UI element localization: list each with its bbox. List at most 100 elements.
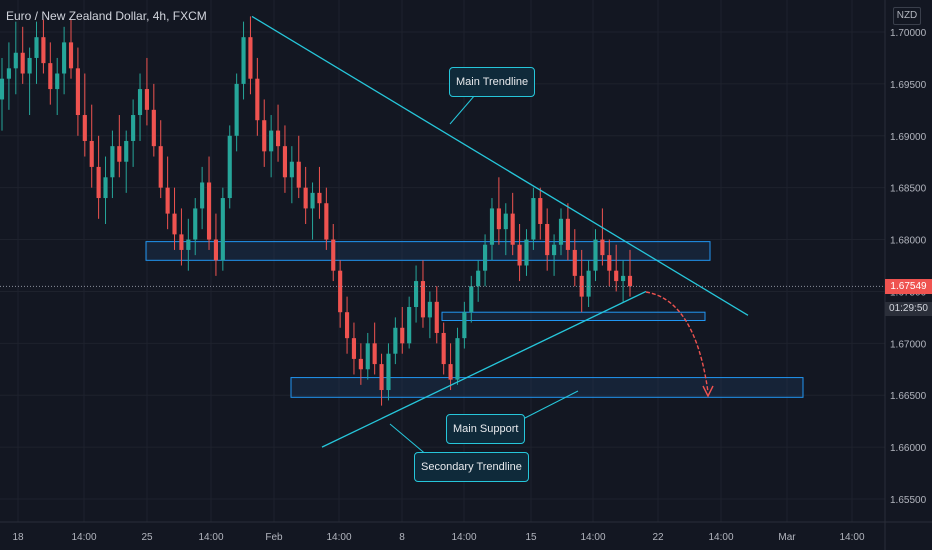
candle-body <box>483 244 488 271</box>
candle-body <box>82 115 87 141</box>
candle-body <box>68 42 74 69</box>
candle-body <box>607 255 612 271</box>
candle-body <box>241 37 246 84</box>
candle-body <box>200 182 205 209</box>
candle-body <box>496 208 501 230</box>
x-tick-label: 14:00 <box>326 532 351 543</box>
candle-body <box>89 140 94 167</box>
candle-body <box>441 332 446 365</box>
candle-body <box>48 63 53 90</box>
candle-body <box>144 89 149 110</box>
x-tick-label: Mar <box>778 532 796 543</box>
y-tick-label: 1.68000 <box>890 236 927 247</box>
x-tick-label: 18 <box>12 532 24 543</box>
candle-body <box>103 177 108 199</box>
candle-body <box>6 68 11 79</box>
candle-body <box>579 275 584 297</box>
candle-body <box>310 192 315 209</box>
candle-body <box>34 37 39 58</box>
candle-body <box>62 42 67 74</box>
y-tick-label: 1.69000 <box>890 132 927 143</box>
main-trendline <box>251 15 749 316</box>
candle-body <box>413 281 419 308</box>
candle-body <box>255 78 260 121</box>
x-tick-label: 14:00 <box>580 532 605 543</box>
chart-legend-title: Euro / New Zealand Dollar, 4h, FXCM <box>6 9 207 23</box>
candle-body <box>400 327 405 344</box>
candle-body <box>510 213 515 245</box>
candle-body <box>151 109 156 147</box>
candle-body <box>282 146 288 178</box>
countdown-tag: 01:29:50 <box>885 302 932 316</box>
callout-pointer-main-support <box>520 390 579 421</box>
candle-body <box>131 115 136 141</box>
candle-body <box>324 203 329 240</box>
candle-body <box>379 364 384 391</box>
candle-body <box>365 343 370 370</box>
candle-body <box>545 223 550 256</box>
candle-body <box>110 146 115 178</box>
candle-body <box>476 270 481 287</box>
candle-body <box>289 161 294 178</box>
y-tick-label: 1.69500 <box>890 80 927 91</box>
candle-body <box>469 286 474 313</box>
y-tick-label: 1.67000 <box>890 339 927 350</box>
candle-body <box>538 198 543 224</box>
candle-body <box>234 83 239 136</box>
candle-body <box>248 37 253 79</box>
candle-body <box>220 198 225 261</box>
candle-body <box>614 270 619 282</box>
candle-body <box>55 73 60 90</box>
candle-body <box>351 338 357 359</box>
candle-body <box>407 307 412 344</box>
current-price-tag: 1.67549 <box>885 279 932 294</box>
candle-body <box>386 353 391 391</box>
candle-body <box>27 57 32 74</box>
currency-badge[interactable]: NZD <box>893 7 921 25</box>
projection-arrowhead <box>702 385 714 398</box>
candle-body <box>489 208 495 245</box>
x-tick-label: 22 <box>652 532 664 543</box>
callout-pointer-main-trendline <box>449 94 476 125</box>
y-tick-label: 1.68500 <box>890 184 927 195</box>
candle-body <box>586 270 591 297</box>
candle-body <box>117 146 122 162</box>
candle-body <box>186 239 191 250</box>
callout-main-trendline: Main Trendline <box>449 67 536 97</box>
candle-body <box>193 208 198 240</box>
candle-body <box>531 198 536 240</box>
y-tick-label: 1.66500 <box>890 391 927 402</box>
candle-body <box>165 187 170 214</box>
candle-body <box>317 192 322 204</box>
candle-body <box>572 249 577 276</box>
candle-body <box>96 166 101 199</box>
candle-body <box>0 78 5 100</box>
x-tick-label: 14:00 <box>198 532 223 543</box>
candle-body <box>420 281 426 318</box>
candle-body <box>393 327 398 354</box>
candle-body <box>627 275 633 287</box>
candle-body <box>462 312 467 339</box>
callout-pointer-secondary-trendline <box>389 423 429 457</box>
candle-body <box>372 343 377 365</box>
x-tick-label: 8 <box>399 532 405 543</box>
x-tick-label: 15 <box>525 532 537 543</box>
candle-body <box>600 239 605 256</box>
callout-main-support: Main Support <box>446 414 526 444</box>
candle-body <box>262 120 267 152</box>
projection-arrow <box>645 291 709 393</box>
candle-body <box>296 161 301 188</box>
x-tick-label: 25 <box>141 532 153 543</box>
x-tick-label: 14:00 <box>71 532 96 543</box>
y-tick-label: 1.70000 <box>890 28 927 39</box>
candle-body <box>427 301 432 318</box>
zone-1 <box>441 311 706 322</box>
candle-body <box>358 358 363 370</box>
candle-body <box>565 218 570 250</box>
candle-body <box>227 135 232 199</box>
candle-body <box>344 312 350 339</box>
zone-2 <box>290 377 804 398</box>
candle-body <box>517 244 522 266</box>
x-tick-label: 14:00 <box>839 532 864 543</box>
candle-body <box>13 52 18 69</box>
